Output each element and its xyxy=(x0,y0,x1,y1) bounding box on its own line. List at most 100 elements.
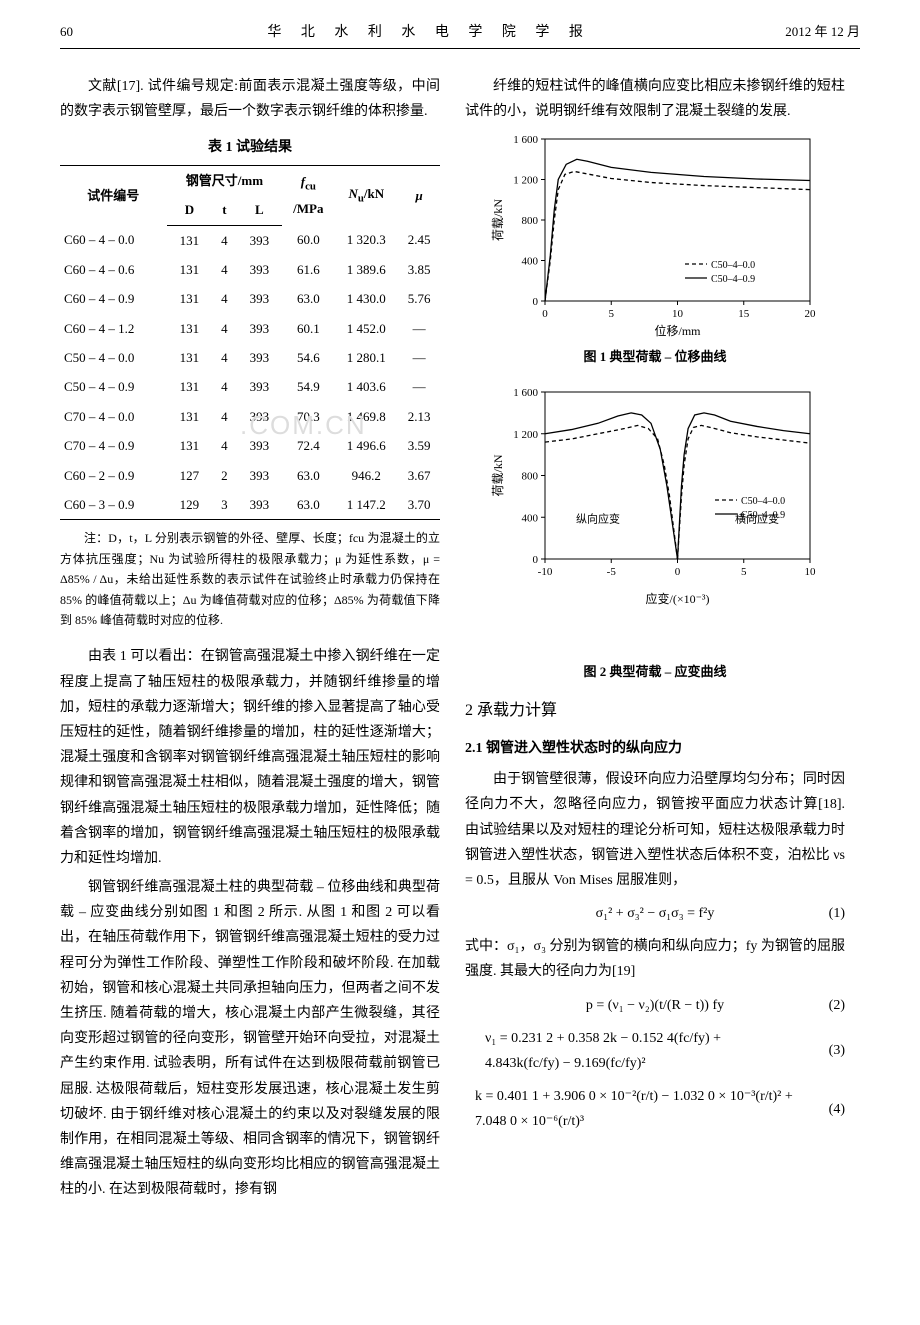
equation-2: p = (ν₁ − ν₂)(t/(R − t)) fy (2) xyxy=(465,993,845,1018)
table-cell: 393 xyxy=(236,490,282,520)
svg-text:位移/mm: 位移/mm xyxy=(654,323,701,338)
table-cell: 1 403.6 xyxy=(334,372,398,401)
eq1-num: (1) xyxy=(829,901,845,926)
page-header: 60 华 北 水 利 水 电 学 院 学 报 2012 年 12 月 xyxy=(60,20,860,49)
table-cell: 131 xyxy=(167,402,213,431)
table1-note: 注：D，t，L 分别表示钢管的外径、壁厚、长度；fcu 为混凝土的立方体抗压强度… xyxy=(60,528,440,630)
svg-text:800: 800 xyxy=(522,215,539,227)
table-cell: 393 xyxy=(236,372,282,401)
table-row: C70 – 4 – 0.9131439372.41 496.63.59 xyxy=(60,431,440,460)
figure2-chart: -10-5051004008001 2001 600应变/(×10⁻³)荷载/k… xyxy=(465,382,845,654)
table-cell: 1 280.1 xyxy=(334,343,398,372)
table-cell: C60 – 3 – 0.9 xyxy=(60,490,167,520)
eq3-num: (3) xyxy=(829,1038,845,1063)
svg-text:1 600: 1 600 xyxy=(513,134,538,146)
table-cell: 131 xyxy=(167,343,213,372)
table-cell: — xyxy=(398,372,440,401)
figure1-caption: 图 1 典型荷载 – 位移曲线 xyxy=(465,345,845,368)
table1: 试件编号 钢管尺寸/mm fcu/MPa Nu/kN μ D t L C60 –… xyxy=(60,165,440,521)
table-row: C50 – 4 – 0.9131439354.91 403.6— xyxy=(60,372,440,401)
col-mu: μ xyxy=(398,165,440,225)
para-r3: 式中：σ₁，σ₃ 分别为钢管的横向和纵向应力；fy 为钢管的屈服强度. 其最大的… xyxy=(465,934,845,984)
table-row: C60 – 4 – 1.2131439360.11 452.0— xyxy=(60,314,440,343)
table-cell: 131 xyxy=(167,431,213,460)
svg-text:荷载/kN: 荷载/kN xyxy=(491,454,505,496)
svg-text:横向应变: 横向应变 xyxy=(735,511,779,525)
svg-text:5: 5 xyxy=(741,566,747,578)
para-r1: 纤维的短柱试件的峰值横向应变比相应未掺钢纤维的短柱试件的小，说明钢纤维有效限制了… xyxy=(465,74,845,124)
table-row: C60 – 4 – 0.6131439361.61 389.63.85 xyxy=(60,255,440,284)
table-cell: 127 xyxy=(167,461,213,490)
table-cell: 129 xyxy=(167,490,213,520)
figure2-caption: 图 2 典型荷载 – 应变曲线 xyxy=(465,660,845,683)
table-cell: 5.76 xyxy=(398,284,440,313)
table-cell: 946.2 xyxy=(334,461,398,490)
table-cell: 393 xyxy=(236,461,282,490)
table-cell: C60 – 4 – 0.9 xyxy=(60,284,167,313)
col-steel-dim: 钢管尺寸/mm xyxy=(167,165,283,195)
svg-text:10: 10 xyxy=(672,308,684,320)
table-cell: 131 xyxy=(167,225,213,255)
table-cell: 54.6 xyxy=(282,343,334,372)
table-cell: — xyxy=(398,314,440,343)
table-cell: 393 xyxy=(236,343,282,372)
section-21-title: 2.1 钢管进入塑性状态时的纵向应力 xyxy=(465,736,845,761)
table-row: C50 – 4 – 0.0131439354.61 280.1— xyxy=(60,343,440,372)
equation-4: k = 0.401 1 + 3.906 0 × 10⁻²(r/t) − 1.03… xyxy=(465,1084,845,1134)
svg-text:15: 15 xyxy=(738,308,750,320)
table-cell: 60.1 xyxy=(282,314,334,343)
table-row: C60 – 2 – 0.9127239363.0946.23.67 xyxy=(60,461,440,490)
table-cell: 393 xyxy=(236,402,282,431)
svg-text:5: 5 xyxy=(609,308,615,320)
table-cell: 60.0 xyxy=(282,225,334,255)
table-cell: 63.0 xyxy=(282,461,334,490)
table-cell: 131 xyxy=(167,255,213,284)
table-cell: 393 xyxy=(236,255,282,284)
left-column: 文献[17]. 试件编号规定:前面表示混凝土强度等级，中间的数字表示钢管壁厚，最… xyxy=(60,74,440,1206)
svg-text:0: 0 xyxy=(675,566,681,578)
table-cell: C60 – 4 – 0.0 xyxy=(60,225,167,255)
table-cell: 2.45 xyxy=(398,225,440,255)
svg-text:0: 0 xyxy=(542,308,548,320)
table-row: C60 – 4 – 0.0131439360.01 320.32.45 xyxy=(60,225,440,255)
table-cell: 63.0 xyxy=(282,284,334,313)
table-cell: 393 xyxy=(236,314,282,343)
table-cell: 4 xyxy=(212,314,236,343)
svg-text:-5: -5 xyxy=(607,566,617,578)
table-row: C60 – 4 – 0.9131439363.01 430.05.76 xyxy=(60,284,440,313)
svg-text:1 200: 1 200 xyxy=(513,174,538,186)
svg-text:400: 400 xyxy=(522,255,539,267)
table-cell: 131 xyxy=(167,314,213,343)
table-cell: 3.59 xyxy=(398,431,440,460)
svg-text:应变/(×10⁻³): 应变/(×10⁻³) xyxy=(645,591,709,606)
right-column: 纤维的短柱试件的峰值横向应变比相应未掺钢纤维的短柱试件的小，说明钢纤维有效限制了… xyxy=(465,74,845,1206)
table-cell: C50 – 4 – 0.9 xyxy=(60,372,167,401)
equation-1: σ₁² + σ₃² − σ₁σ₃ = f²y (1) xyxy=(465,901,845,926)
table-cell: 63.0 xyxy=(282,490,334,520)
table-cell: 4 xyxy=(212,225,236,255)
col-D: D xyxy=(167,195,213,225)
table-cell: 131 xyxy=(167,284,213,313)
svg-text:C50–4–0.9: C50–4–0.9 xyxy=(711,274,755,285)
table-cell: 3.70 xyxy=(398,490,440,520)
svg-text:800: 800 xyxy=(522,470,539,482)
table-cell: C50 – 4 – 0.0 xyxy=(60,343,167,372)
col-nu: Nu/kN xyxy=(334,165,398,225)
col-specimen: 试件编号 xyxy=(60,165,167,225)
table-cell: 61.6 xyxy=(282,255,334,284)
svg-text:-10: -10 xyxy=(538,566,553,578)
table-cell: 1 452.0 xyxy=(334,314,398,343)
svg-text:0: 0 xyxy=(533,296,539,308)
table-cell: — xyxy=(398,343,440,372)
issue-date: 2012 年 12 月 xyxy=(785,20,860,45)
svg-text:C50–4–0.0: C50–4–0.0 xyxy=(711,260,755,271)
svg-text:0: 0 xyxy=(533,554,539,566)
table-cell: 4 xyxy=(212,431,236,460)
table-cell: 54.9 xyxy=(282,372,334,401)
table-cell: 4 xyxy=(212,372,236,401)
svg-text:1 200: 1 200 xyxy=(513,429,538,441)
table-cell: 2 xyxy=(212,461,236,490)
eq4-num: (4) xyxy=(829,1097,845,1122)
table-cell: C60 – 4 – 1.2 xyxy=(60,314,167,343)
table-cell: 70.3 xyxy=(282,402,334,431)
